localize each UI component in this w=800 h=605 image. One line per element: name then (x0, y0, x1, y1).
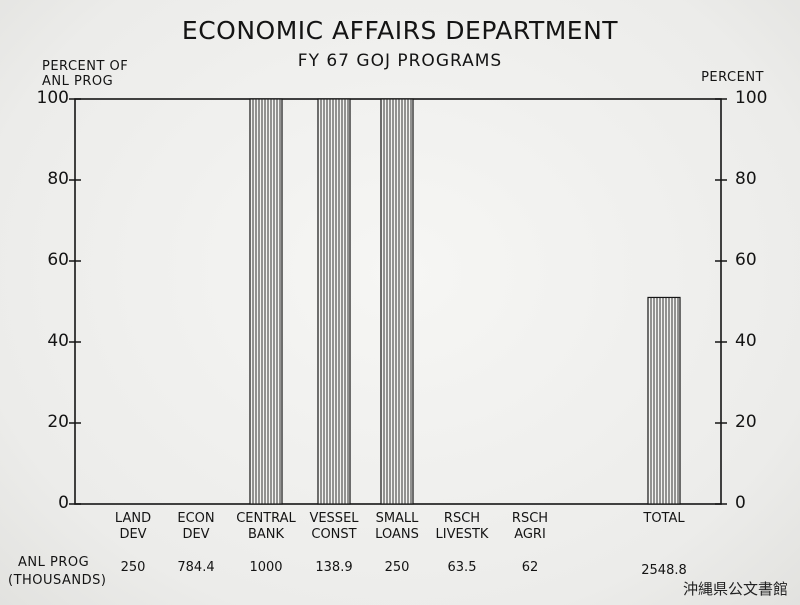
category-label-line1: RSCH (511, 511, 549, 526)
anl-prog-label: ANL PROG (18, 555, 90, 570)
category-label-line2: AGRI (514, 527, 546, 542)
category-label-line1: TOTAL (643, 511, 685, 526)
anl-prog-value: 250 (384, 560, 410, 575)
archive-stamp: 沖縄県公文書館 (682, 580, 788, 598)
category-label-line1: CENTRAL (236, 511, 296, 526)
right-tick-label: 80 (735, 169, 757, 189)
anl-prog-value: 1000 (249, 560, 283, 575)
right-axis-label: PERCENT (701, 70, 764, 85)
chart-title: ECONOMIC AFFAIRS DEPARTMENT (181, 16, 619, 45)
category-label: RSCH LIVESTK (422, 511, 502, 543)
anl-prog-value: 62 (521, 560, 539, 575)
left-tick-label: 40 (47, 331, 69, 351)
right-tick-label: 100 (735, 88, 768, 108)
anl-prog-value: 2548.8 (641, 563, 687, 578)
category-label: SMALL LOANS (357, 511, 437, 543)
category-label-line2: CONST (311, 527, 357, 542)
right-tick-label: 0 (735, 493, 746, 513)
left-tick-label: 80 (47, 169, 69, 189)
bar (317, 98, 351, 505)
category-label: ECON DEV (156, 511, 236, 543)
left-tick-label: 20 (47, 412, 69, 432)
bar (249, 98, 283, 505)
category-label-line1: VESSEL (309, 511, 359, 526)
anl-prog-value: 784.4 (177, 560, 215, 575)
category-label: TOTAL (624, 511, 704, 527)
left-tick-label: 60 (47, 250, 69, 270)
left-tick-label: 100 (36, 88, 69, 108)
anl-prog-value: 63.5 (447, 560, 477, 575)
right-tick-label: 60 (735, 250, 757, 270)
category-label-line1: RSCH (443, 511, 481, 526)
category-label-line1: LAND (114, 511, 152, 526)
anl-prog-value: 250 (120, 560, 146, 575)
left-axis-label: PERCENT OF ANL PROG (42, 59, 129, 89)
category-label-line2: LIVESTK (435, 527, 489, 542)
anl-prog-value: 138.9 (315, 560, 353, 575)
bar (380, 98, 414, 505)
anl-prog-unit-label: (THOUSANDS) (8, 573, 107, 588)
bar (647, 296, 681, 505)
category-label-line1: ECON (177, 511, 215, 526)
chart-subtitle: FY 67 GOJ PROGRAMS (297, 51, 503, 71)
category-label-line2: BANK (247, 527, 285, 542)
category-label: VESSEL CONST (294, 511, 374, 543)
left-tick-label: 0 (58, 493, 69, 513)
category-label-line2: DEV (182, 527, 210, 542)
category-label-line1: SMALL (375, 511, 419, 526)
category-label: RSCH AGRI (490, 511, 570, 543)
category-label-line2: LOANS (375, 527, 419, 542)
right-tick-label: 40 (735, 331, 757, 351)
category-label: CENTRAL BANK (226, 511, 306, 543)
category-label-line2: DEV (119, 527, 147, 542)
category-label: LAND DEV (93, 511, 173, 543)
right-tick-label: 20 (735, 412, 757, 432)
